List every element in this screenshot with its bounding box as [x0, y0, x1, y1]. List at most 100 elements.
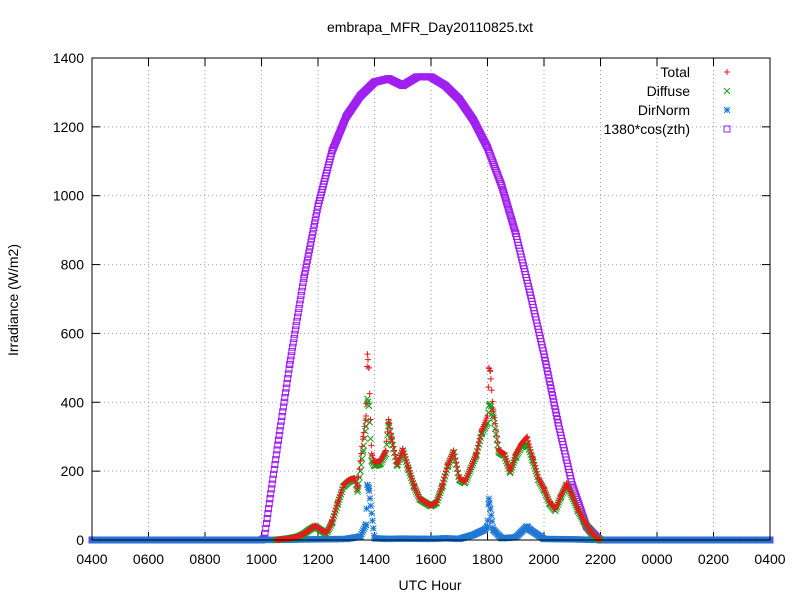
- data-point: [510, 456, 517, 463]
- data-point: [291, 326, 299, 334]
- data-point: [427, 73, 435, 81]
- x-tick-label: 1200: [302, 551, 333, 567]
- data-point: [554, 419, 562, 427]
- data-point: [485, 495, 493, 503]
- data-point: [563, 480, 570, 487]
- data-point: [289, 339, 297, 347]
- data-point: [301, 267, 309, 275]
- data-point: [358, 528, 366, 536]
- data-point: [333, 502, 340, 509]
- data-point: [409, 478, 416, 485]
- data-point: [450, 447, 457, 454]
- x-tick-label: 0800: [189, 551, 220, 567]
- data-point: [440, 477, 447, 484]
- data-point: [290, 335, 298, 343]
- data-point: [312, 213, 320, 221]
- data-point: [507, 213, 515, 221]
- data-point: [529, 454, 536, 461]
- data-point: [312, 522, 319, 529]
- data-point: [489, 526, 497, 534]
- data-point: [269, 475, 277, 483]
- data-point: [487, 511, 495, 519]
- data-point: [279, 408, 287, 416]
- data-point: [478, 426, 485, 433]
- data-point: [506, 210, 514, 218]
- data-point: [435, 493, 442, 500]
- data-point: [387, 430, 394, 437]
- data-point: [499, 186, 507, 194]
- data-point: [442, 468, 449, 475]
- data-point: [574, 506, 581, 513]
- data-point: [500, 450, 507, 457]
- data-point: [389, 441, 396, 449]
- data-point: [455, 472, 462, 479]
- data-point: [317, 526, 324, 533]
- x-tick-label: 1600: [415, 551, 446, 567]
- data-point: [361, 523, 369, 531]
- data-point: [405, 464, 412, 471]
- data-point: [336, 494, 343, 501]
- data-point: [266, 495, 274, 503]
- data-point: [360, 525, 368, 533]
- data-point: [303, 260, 311, 268]
- data-point: [509, 459, 516, 466]
- data-point: [408, 473, 415, 480]
- data-point: [439, 481, 446, 488]
- data-point: [518, 440, 525, 447]
- data-point: [512, 450, 519, 457]
- data-point: [596, 536, 603, 543]
- x-tick-label: 0600: [133, 551, 164, 567]
- data-point: [476, 435, 483, 442]
- data-point: [511, 454, 518, 461]
- data-point: [364, 395, 371, 403]
- data-point: [364, 483, 372, 491]
- data-point: [469, 116, 477, 124]
- data-point: [367, 502, 375, 510]
- data-point: [484, 413, 491, 420]
- data-point: [331, 511, 338, 518]
- data-point: [287, 352, 295, 360]
- data-point: [510, 225, 518, 233]
- data-point: [329, 518, 336, 525]
- data-point: [503, 456, 510, 463]
- data-point: [271, 461, 279, 469]
- data-point: [286, 356, 294, 364]
- x-tick-label: 0400: [76, 551, 107, 567]
- data-point: [277, 417, 285, 425]
- series-total: [272, 351, 604, 543]
- legend: Total Diffuse DirNorm 1380*cos(zth): [604, 64, 731, 137]
- data-point: [525, 437, 532, 444]
- data-point: [441, 534, 449, 542]
- data-point: [502, 196, 510, 204]
- data-point: [540, 350, 548, 358]
- data-point: [365, 485, 373, 492]
- data-point: [511, 227, 519, 235]
- data-point: [500, 189, 508, 197]
- data-point: [309, 227, 317, 235]
- data-point: [279, 403, 287, 411]
- data-point: [487, 375, 494, 382]
- data-point: [508, 218, 516, 226]
- data-point: [285, 365, 293, 373]
- data-point: [388, 433, 395, 440]
- data-point: [263, 514, 271, 522]
- data-point: [416, 495, 423, 502]
- legend-label: DirNorm: [638, 102, 690, 118]
- data-point: [302, 263, 310, 271]
- data-point: [403, 459, 410, 466]
- data-point: [277, 422, 285, 430]
- data-point: [337, 492, 344, 499]
- data-point: [275, 431, 283, 439]
- data-point: [313, 209, 321, 217]
- data-point: [454, 468, 461, 475]
- data-point: [280, 398, 288, 406]
- legend-marker: [723, 87, 731, 95]
- data-point: [360, 433, 367, 440]
- data-point: [295, 304, 303, 312]
- data-point: [390, 443, 397, 450]
- data-point: [370, 524, 377, 532]
- data-point: [371, 78, 378, 86]
- data-point: [392, 451, 399, 458]
- data-point: [484, 522, 491, 530]
- data-point: [296, 300, 304, 308]
